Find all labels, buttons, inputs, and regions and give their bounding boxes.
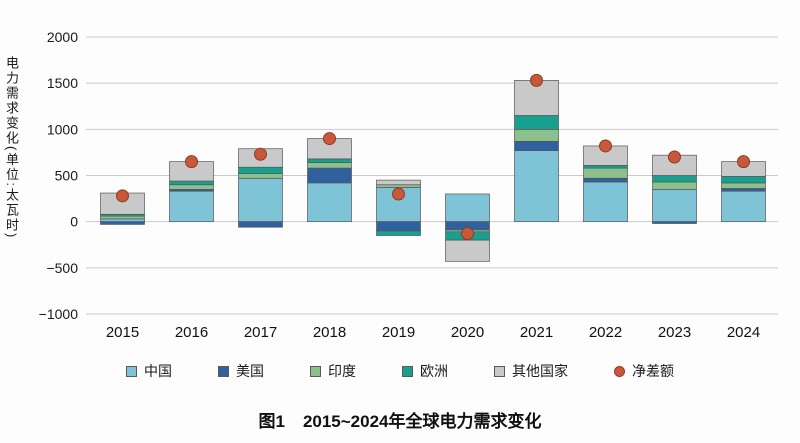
bar-segment-india (583, 167, 628, 179)
x-tick-label: 2015 (106, 324, 139, 341)
bar-segment-europe (376, 230, 421, 236)
legend-swatch-usa (218, 365, 229, 377)
bar-segment-europe (514, 115, 559, 130)
bar-segment-india (376, 184, 421, 188)
bar-segment-europe (238, 166, 283, 175)
y-tick-label: 1500 (47, 75, 78, 91)
y-tick-label: 500 (55, 168, 79, 184)
y-tick-label: 0 (70, 214, 78, 230)
net-difference-dot (185, 155, 198, 169)
legend-item-china: 中国 (126, 361, 172, 381)
bar-segment-europe (652, 175, 697, 183)
net-difference-dot (254, 147, 267, 161)
legend-label-india: 印度 (328, 363, 356, 379)
legend-item-net: 净差额 (614, 361, 674, 381)
bar-segment-usa (583, 177, 628, 183)
bar-segment-india (169, 184, 214, 190)
bar-segment-india (514, 128, 559, 142)
bar-segment-others (445, 239, 490, 262)
x-tick-label: 2022 (589, 324, 622, 341)
legend-label-others: 其他国家 (512, 363, 568, 379)
x-tick-label: 2019 (382, 324, 415, 341)
x-tick-label: 2020 (451, 324, 484, 341)
chart-legend: 中国 美国 印度 欧洲 其他国家 净差额 (0, 361, 800, 381)
bar-segment-china (514, 150, 559, 223)
bar-segment-europe (307, 158, 352, 163)
net-difference-dot (392, 187, 405, 201)
figure-caption: 图1 2015~2024年全球电力需求变化 (0, 407, 800, 432)
bar-segment-usa (376, 221, 421, 232)
bar-segment-india (721, 182, 766, 189)
bar-segment-usa (721, 188, 766, 192)
bar-segment-usa (514, 140, 559, 151)
x-tick-label: 2018 (313, 324, 346, 341)
bar-segment-china (100, 218, 145, 223)
net-difference-dot (461, 227, 474, 241)
x-tick-label: 2017 (244, 324, 277, 341)
legend-label-china: 中国 (144, 363, 172, 379)
bar-segment-europe (721, 176, 766, 184)
bar-segment-india (307, 162, 352, 169)
legend-swatch-net (614, 365, 625, 377)
bar-segment-others (376, 179, 421, 186)
y-axis-label: 电力需求变化(单位:太瓦时) (4, 56, 19, 240)
legend-swatch-others (494, 365, 505, 377)
x-tick-label: 2024 (727, 324, 760, 341)
net-difference-dot (599, 139, 612, 153)
legend-item-europe: 欧洲 (402, 361, 448, 381)
bar-segment-china (445, 193, 490, 223)
legend-label-europe: 欧洲 (420, 363, 448, 379)
legend-label-net: 净差额 (632, 363, 674, 379)
legend-item-india: 印度 (310, 361, 356, 381)
bar-segment-china (583, 181, 628, 223)
bar-segment-europe (169, 180, 214, 186)
net-difference-dot (530, 73, 543, 87)
net-difference-dot (116, 189, 129, 203)
legend-item-others: 其他国家 (494, 361, 568, 381)
bar-segment-india (238, 173, 283, 179)
legend-swatch-india (310, 365, 321, 377)
net-difference-dot (668, 150, 681, 164)
legend-swatch-europe (402, 365, 413, 377)
bar-segment-usa (100, 221, 145, 225)
figure-number: 图1 (258, 412, 285, 431)
legend-item-usa: 美国 (218, 361, 264, 381)
legend-swatch-china (126, 365, 137, 377)
legend-label-usa: 美国 (236, 363, 264, 379)
bar-segment-china (238, 177, 283, 223)
x-tick-label: 2021 (520, 324, 553, 341)
y-tick-label: −500 (46, 260, 78, 276)
bar-segment-usa (307, 167, 352, 184)
y-tick-label: 2000 (47, 29, 78, 45)
bar-segment-india (652, 181, 697, 190)
bar-segment-usa (238, 221, 283, 228)
net-difference-dot (323, 132, 336, 146)
bar-segment-china (721, 190, 766, 223)
net-difference-dot (737, 155, 750, 169)
bar-segment-china (169, 190, 214, 223)
bar-segment-china (652, 189, 697, 223)
y-tick-label: 1000 (47, 121, 78, 137)
figure-title: 2015~2024年全球电力需求变化 (302, 412, 542, 431)
bar-segment-china (307, 182, 352, 223)
x-tick-label: 2023 (658, 324, 691, 341)
bar-segment-india (100, 215, 145, 220)
stacked-bar-chart: 2000 1500 1000 500 0 −500 −1000 2015 2016 2017 201… (39, 29, 778, 341)
bar-segment-europe (583, 164, 628, 169)
y-tick-label: −1000 (39, 306, 79, 322)
x-tick-label: 2016 (175, 324, 208, 341)
bar-segment-usa (652, 221, 697, 224)
